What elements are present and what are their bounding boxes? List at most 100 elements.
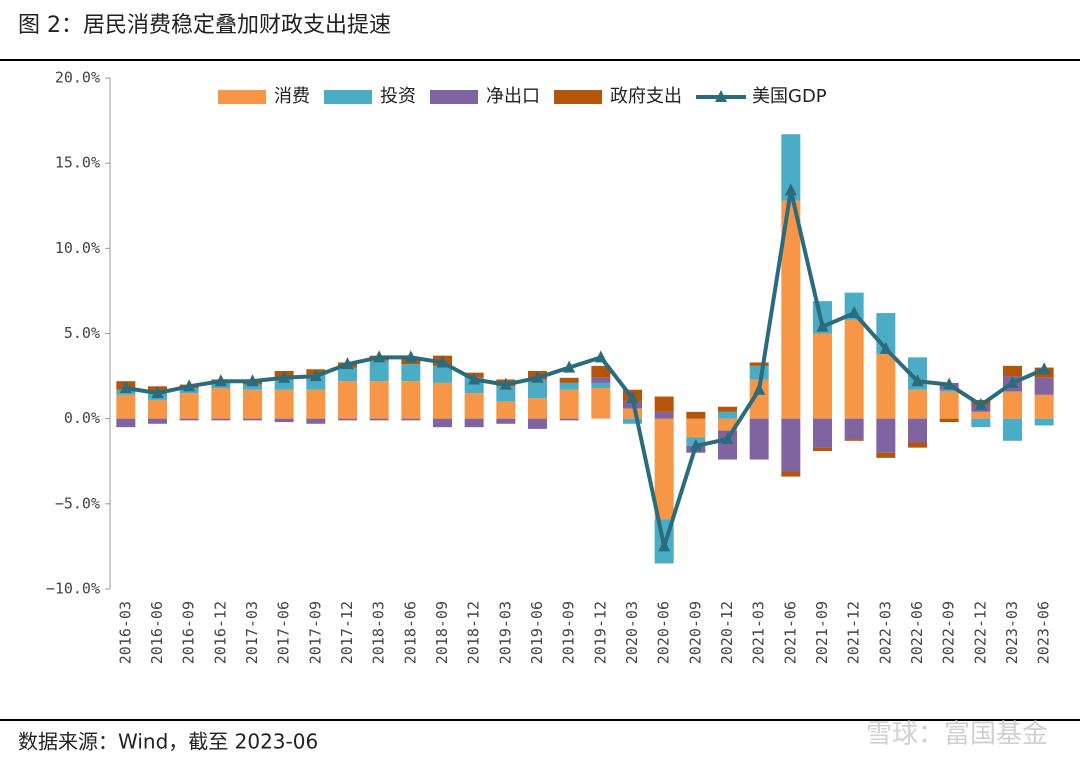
x-tick-label: 2023-03 bbox=[1003, 601, 1021, 664]
legend-label: 美国GDP bbox=[752, 86, 827, 107]
bar-segment bbox=[274, 389, 294, 419]
bar-segment bbox=[591, 388, 611, 419]
x-tick-label: 2019-06 bbox=[528, 601, 546, 664]
line-marker bbox=[848, 306, 861, 319]
bar-segment bbox=[211, 388, 231, 419]
bar-segment bbox=[591, 377, 611, 383]
line-marker bbox=[974, 398, 987, 411]
bar-segment bbox=[939, 391, 959, 419]
line-marker bbox=[531, 370, 544, 383]
bar-segment bbox=[179, 393, 199, 419]
x-tick-label: 2023-06 bbox=[1035, 601, 1053, 664]
bar-segment bbox=[338, 367, 357, 382]
x-tick-label: 2017-03 bbox=[243, 601, 261, 664]
x-tick-label: 2018-03 bbox=[370, 601, 388, 664]
legend-swatch bbox=[430, 90, 478, 104]
bar-segment bbox=[844, 439, 864, 441]
bar-segment bbox=[781, 418, 801, 472]
bar-segment bbox=[369, 418, 389, 421]
bar-segment bbox=[908, 418, 927, 443]
x-tick-label: 2020-03 bbox=[623, 601, 641, 664]
x-tick-label: 2022-09 bbox=[940, 601, 958, 664]
bar-segment bbox=[844, 319, 864, 419]
line-marker bbox=[784, 183, 797, 196]
bar-segment bbox=[971, 418, 991, 428]
bar-segment bbox=[718, 430, 737, 460]
bar-segment bbox=[1003, 391, 1022, 419]
bar-segment bbox=[749, 362, 769, 366]
bar-segment bbox=[686, 411, 706, 419]
line-marker bbox=[689, 438, 702, 451]
x-tick-label: 2019-03 bbox=[496, 601, 514, 664]
line-marker bbox=[404, 350, 417, 363]
bar-segment bbox=[718, 406, 737, 412]
line-marker bbox=[563, 360, 576, 373]
bar-segment bbox=[148, 418, 167, 424]
bar-segment bbox=[528, 418, 547, 429]
line-marker bbox=[183, 379, 196, 392]
bar-segment bbox=[939, 389, 959, 392]
x-tick-label: 2021-03 bbox=[750, 601, 768, 664]
line-marker bbox=[594, 350, 607, 363]
x-tick-label: 2021-09 bbox=[813, 601, 831, 664]
bar-segment bbox=[148, 399, 167, 419]
line-marker bbox=[721, 432, 734, 445]
bar-segment bbox=[654, 418, 674, 520]
bar-segment bbox=[1034, 377, 1054, 395]
bar-segment bbox=[433, 418, 452, 428]
bar-segment bbox=[686, 418, 706, 438]
line-marker bbox=[151, 386, 164, 399]
line-marker bbox=[119, 381, 132, 394]
y-tick-label: −5.0% bbox=[55, 494, 100, 512]
bar-segment bbox=[243, 384, 262, 390]
bar-segment bbox=[528, 379, 547, 399]
bar-segment bbox=[464, 418, 484, 428]
legend-label: 投资 bbox=[380, 86, 416, 107]
legend-swatch bbox=[324, 90, 372, 104]
bar-segment bbox=[591, 382, 611, 389]
bar-segment bbox=[559, 389, 579, 419]
bar-segment bbox=[781, 200, 801, 419]
y-tick-label: 0.0% bbox=[64, 409, 100, 427]
line-marker bbox=[1038, 362, 1051, 375]
x-tick-label: 2016-12 bbox=[211, 601, 229, 664]
bar-segment bbox=[591, 365, 611, 378]
bar-segment bbox=[718, 418, 737, 431]
bar-segment bbox=[496, 418, 516, 424]
bar-segment bbox=[243, 389, 262, 419]
line-marker bbox=[626, 391, 639, 404]
line-marker bbox=[278, 370, 291, 383]
x-tick-label: 2016-03 bbox=[116, 601, 134, 664]
line-marker bbox=[879, 341, 892, 354]
bar-segment bbox=[401, 381, 421, 419]
line-marker bbox=[499, 377, 512, 390]
legend-label: 净出口 bbox=[486, 86, 540, 107]
bar-segment bbox=[781, 134, 801, 201]
bar-segment bbox=[1034, 418, 1054, 426]
bar-segment bbox=[559, 382, 579, 390]
bar-segment bbox=[876, 353, 896, 419]
bar-segment bbox=[654, 411, 674, 419]
bar-segment bbox=[306, 389, 326, 419]
bar-segment bbox=[1003, 418, 1022, 441]
bar-segment bbox=[433, 365, 452, 383]
bar-segment bbox=[243, 418, 262, 421]
x-tick-label: 2017-09 bbox=[306, 601, 324, 664]
line bbox=[125, 188, 1045, 549]
bar-segment bbox=[654, 396, 674, 412]
x-tick-label: 2017-12 bbox=[338, 601, 356, 664]
bar-segment bbox=[369, 381, 389, 419]
bar-segment bbox=[876, 418, 896, 453]
bar-segment bbox=[496, 386, 516, 402]
bar-segment bbox=[179, 418, 199, 421]
legend-swatch bbox=[715, 90, 727, 102]
legend-swatch bbox=[554, 90, 602, 104]
y-tick-label: 20.0% bbox=[55, 69, 100, 87]
x-tick-label: 2019-12 bbox=[591, 601, 609, 664]
line-marker bbox=[373, 350, 386, 363]
bar-segment bbox=[433, 382, 452, 419]
bar-segment bbox=[116, 418, 136, 428]
x-tick-label: 2016-09 bbox=[180, 601, 198, 664]
line-marker bbox=[911, 374, 924, 387]
